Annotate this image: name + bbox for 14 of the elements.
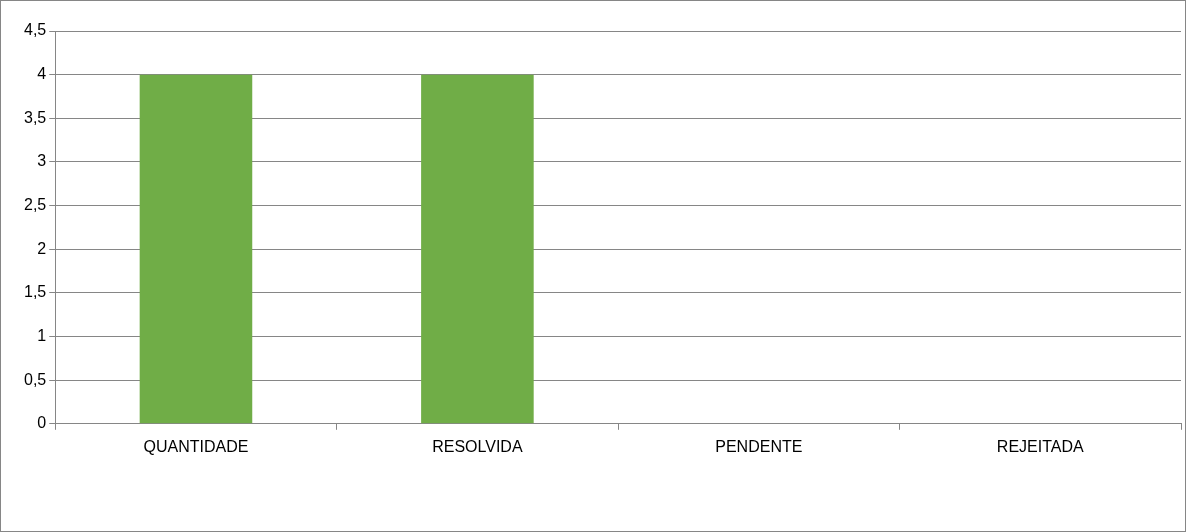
- y-tick-label: 1: [37, 326, 47, 344]
- x-tick-label: REJEITADA: [996, 437, 1085, 455]
- x-tick-label: QUANTIDADE: [143, 437, 249, 455]
- x-tick-label: PENDENTE: [715, 437, 803, 455]
- y-tick-label: 2: [37, 239, 47, 257]
- y-tick-label: 4: [37, 65, 47, 83]
- y-tick-label: 3: [37, 152, 47, 170]
- y-tick-label: 0,5: [23, 370, 47, 388]
- y-tick-label: 0: [37, 414, 47, 432]
- y-tick-label: 2,5: [23, 195, 47, 213]
- y-tick-label: 3,5: [23, 108, 47, 126]
- y-tick-label: 4,5: [23, 21, 47, 39]
- x-tick-label: RESOLVIDA: [432, 437, 523, 455]
- y-tick-label: 1,5: [23, 283, 47, 301]
